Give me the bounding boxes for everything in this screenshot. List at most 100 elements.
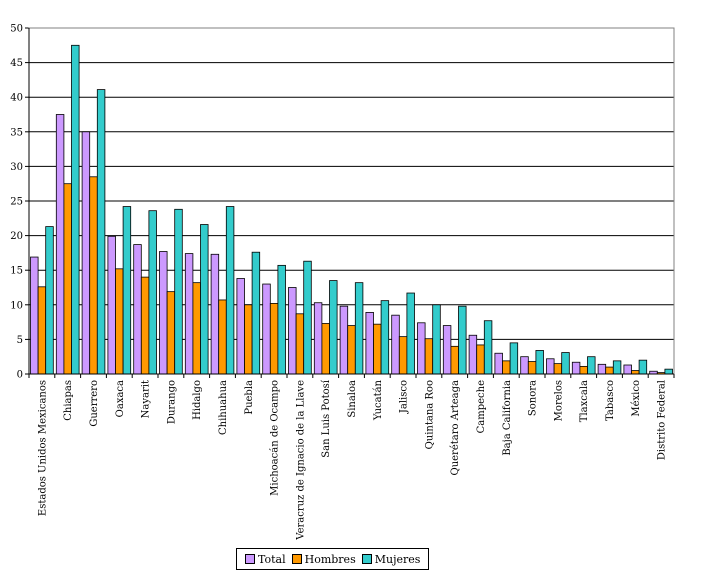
bar-hombres: [269, 303, 279, 375]
legend-label-mujeres: Mujeres: [374, 552, 421, 566]
bar-total: [30, 256, 39, 375]
bar-mujeres: [329, 280, 338, 375]
y-tick-label: 45: [10, 58, 23, 69]
bar-hombres: [295, 313, 305, 375]
bar-mujeres: [45, 226, 54, 375]
bar-mujeres: [200, 224, 209, 375]
bar-hombres: [37, 286, 47, 375]
bar-mujeres: [277, 264, 286, 375]
bar-total: [133, 244, 142, 375]
x-category-label: Estados Unidos Mexicanos: [37, 380, 48, 516]
bar-total: [365, 312, 374, 375]
axes: [28, 27, 675, 378]
bar-total: [339, 305, 349, 375]
legend-swatch-total: [245, 554, 255, 564]
bar-mujeres: [380, 300, 390, 375]
bar-total: [417, 322, 426, 375]
x-category-label: Quintana Roo: [424, 380, 435, 449]
bar-hombres: [192, 282, 201, 375]
legend-item-hombres: Hombres: [291, 552, 356, 566]
bar-hombres: [166, 291, 176, 375]
bar-mujeres: [638, 359, 648, 375]
x-category-label: Tlaxcala: [579, 380, 590, 422]
bar-total: [442, 325, 452, 375]
bar-total: [55, 114, 65, 375]
bar-mujeres: [303, 260, 312, 375]
bar-hombres: [527, 361, 537, 375]
x-category-label: Durango: [166, 380, 177, 424]
x-category-label: Jalisco: [399, 380, 410, 414]
bar-hombres: [244, 304, 253, 375]
legend-label-total: Total: [258, 552, 286, 566]
bar-mujeres: [432, 304, 441, 375]
bar-hombres: [140, 276, 150, 375]
x-category-label: Chihuahua: [218, 380, 229, 435]
bar-hombres: [398, 336, 408, 375]
bar-hombres: [605, 366, 614, 375]
bar-mujeres: [96, 89, 106, 375]
x-category-label: Hidalgo: [192, 380, 203, 420]
bar-total: [210, 253, 220, 375]
bar-mujeres: [71, 44, 80, 375]
legend-swatch-mujeres: [361, 554, 372, 564]
bar-hombres: [218, 299, 227, 375]
x-category-label: Veracruz de Ignacio de la Llave: [295, 380, 306, 541]
bar-hombres: [553, 363, 563, 375]
bar-mujeres: [612, 360, 622, 375]
bar-total: [288, 287, 297, 375]
bar-hombres: [631, 370, 640, 375]
x-axis-category-labels: Estados Unidos Mexicanos Chiapas Guerrero O…: [37, 379, 667, 540]
bar-total: [546, 358, 555, 375]
bar-mujeres: [664, 368, 673, 375]
bar-mujeres: [509, 342, 519, 375]
x-category-label: Morelos: [553, 380, 564, 421]
bar-hombres: [115, 268, 124, 375]
bar-hombres: [89, 176, 98, 375]
x-category-label: Nayarit: [141, 380, 152, 418]
bar-hombres: [579, 365, 588, 375]
legend-item-total: Total: [245, 553, 286, 566]
bar-mujeres: [148, 210, 157, 375]
x-category-label: Michoacán de Ocampo: [270, 380, 281, 496]
legend-swatch-hombres: [291, 554, 302, 564]
bar-hombres: [424, 338, 434, 375]
bar-total: [623, 364, 632, 375]
bar-hombres: [476, 344, 485, 375]
legend-label-hombres: Hombres: [304, 552, 356, 566]
bar-mujeres: [225, 206, 235, 375]
bar-total: [597, 363, 607, 375]
bar-mujeres: [122, 206, 132, 375]
x-category-label: Distrito Federal: [657, 380, 668, 460]
y-tick-label: 25: [10, 197, 23, 208]
x-category-label: Campeche: [476, 380, 487, 433]
bar-total: [262, 283, 271, 375]
x-category-label: Sonora: [528, 380, 539, 416]
x-category-label: San Luis Potosí: [321, 379, 332, 458]
y-tick-label: 0: [17, 370, 23, 381]
bar-mujeres: [354, 282, 364, 375]
bar-hombres: [450, 345, 459, 375]
x-category-label: Guerrero: [89, 380, 100, 427]
bar-total: [468, 334, 478, 375]
y-tick-label: 15: [10, 266, 23, 277]
x-category-label: Yucatán: [373, 379, 384, 421]
y-tick-label: 10: [10, 300, 23, 311]
x-category-label: Sinaloa: [347, 380, 358, 418]
bar-mujeres: [535, 350, 544, 375]
bar-hombres: [373, 323, 382, 375]
bar-mujeres: [406, 292, 415, 375]
bar-total: [159, 251, 168, 375]
y-tick-label: 40: [10, 93, 23, 104]
bar-mujeres: [561, 352, 570, 375]
bar-total: [391, 314, 400, 375]
bar-mujeres: [587, 356, 596, 375]
bar-total: [313, 302, 323, 375]
y-axis-tick-labels: 0 5 10 15 20 25 30 35 40 45 50: [10, 24, 23, 381]
legend-item-mujeres: Mujeres: [361, 552, 421, 566]
bar-mujeres: [458, 305, 467, 375]
x-category-label: Tabasco: [605, 380, 616, 421]
y-tick-label: 30: [10, 162, 23, 173]
y-tick-label: 35: [10, 127, 23, 138]
y-tick-label: 20: [10, 231, 23, 242]
